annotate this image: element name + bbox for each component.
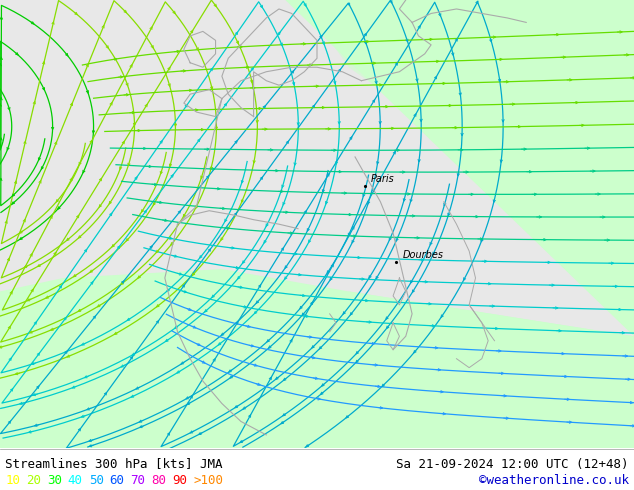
Text: Dourbes: Dourbes xyxy=(403,250,444,260)
Text: 20: 20 xyxy=(26,474,41,487)
Text: 90: 90 xyxy=(172,474,188,487)
Text: 30: 30 xyxy=(47,474,62,487)
Text: 80: 80 xyxy=(152,474,167,487)
Polygon shape xyxy=(285,0,634,448)
Text: >100: >100 xyxy=(193,474,223,487)
Text: Paris: Paris xyxy=(371,173,394,184)
Text: ©weatheronline.co.uk: ©weatheronline.co.uk xyxy=(479,474,629,487)
Text: 60: 60 xyxy=(110,474,125,487)
Text: 70: 70 xyxy=(131,474,146,487)
Polygon shape xyxy=(0,269,634,448)
Text: Sa 21-09-2024 12:00 UTC (12+48): Sa 21-09-2024 12:00 UTC (12+48) xyxy=(396,458,629,470)
Text: 40: 40 xyxy=(68,474,83,487)
Text: 10: 10 xyxy=(5,474,20,487)
Text: Streamlines 300 hPa [kts] JMA: Streamlines 300 hPa [kts] JMA xyxy=(5,458,223,470)
Text: 50: 50 xyxy=(89,474,104,487)
Polygon shape xyxy=(317,0,634,157)
